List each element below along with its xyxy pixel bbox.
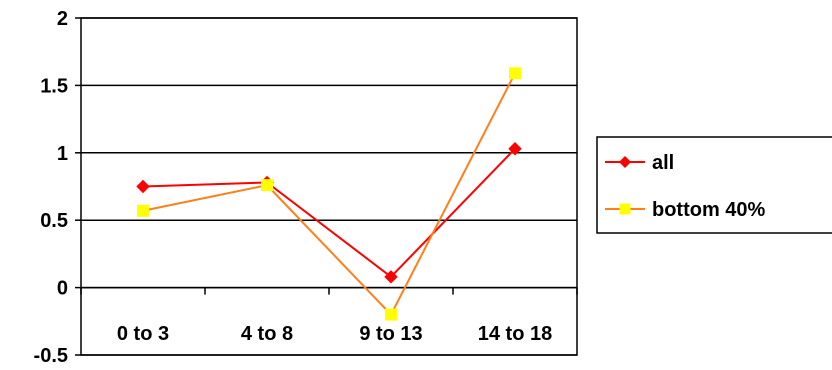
legend-item: bottom 40% <box>605 199 766 221</box>
series-line <box>142 148 516 279</box>
series-layer <box>136 67 522 321</box>
x-axis: 0 to 3 4 to 8 9 to 13 14 to 18 <box>80 286 578 345</box>
legend-box <box>596 136 832 234</box>
data-point <box>136 179 150 194</box>
x-tick-label: 9 to 13 <box>359 323 422 345</box>
x-tick-label: 4 to 8 <box>241 323 293 345</box>
data-point <box>384 270 398 284</box>
data-point <box>137 204 149 217</box>
series-line <box>142 72 516 317</box>
legend: all bottom 40% <box>596 136 832 234</box>
y-tick-label: 1 <box>57 143 68 165</box>
x-tick-label: 14 to 18 <box>478 323 552 345</box>
y-axis: 2 1.5 1 0.5 0 -0.5 <box>34 8 81 367</box>
series-bottom-40 <box>137 67 521 321</box>
series-all <box>136 142 522 284</box>
legend-marker <box>619 156 631 168</box>
legend-marker <box>619 203 631 215</box>
data-point <box>385 308 397 321</box>
legend-label: all <box>652 152 674 174</box>
data-point <box>261 179 273 192</box>
y-tick-label: 0 <box>57 278 68 300</box>
y-tick-label: 0.5 <box>40 210 68 232</box>
plot-border <box>80 17 578 356</box>
data-point <box>509 67 521 80</box>
x-tick-label: 0 to 3 <box>117 323 169 345</box>
legend-item: all <box>605 152 674 174</box>
y-tick-label: 1.5 <box>40 75 68 97</box>
data-point <box>508 142 522 156</box>
legend-label: bottom 40% <box>652 199 766 221</box>
y-tick-label: -0.5 <box>34 345 68 367</box>
y-tick-label: 2 <box>57 8 68 30</box>
